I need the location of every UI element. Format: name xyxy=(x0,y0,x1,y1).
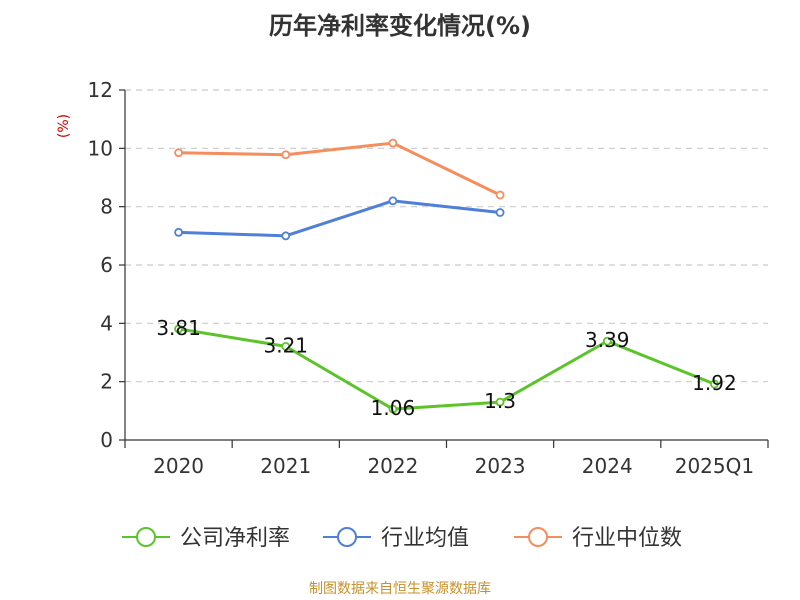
data-point xyxy=(281,231,291,241)
data-labels: 3.81 3.21 1.06 1.3 3.39 1.92 xyxy=(156,316,736,420)
data-point xyxy=(495,208,505,217)
data-point xyxy=(602,336,612,346)
data-label: 3.21 xyxy=(263,333,308,357)
data-point xyxy=(281,341,291,351)
legend-label: 行业中位数 xyxy=(572,526,682,551)
x-tick-label: 2020 xyxy=(153,454,204,478)
legend-marker xyxy=(337,527,357,547)
data-point xyxy=(388,404,398,414)
data-label: 1.3 xyxy=(484,389,516,413)
legend-marker xyxy=(528,527,548,547)
y-tick-label: 12 xyxy=(88,78,113,102)
data-label: 1.06 xyxy=(371,396,416,420)
data-label: 3.39 xyxy=(585,328,630,352)
legend-label: 公司净利率 xyxy=(180,526,290,551)
y-tick-label: 8 xyxy=(100,195,113,219)
data-point xyxy=(388,138,398,148)
data-point xyxy=(174,148,183,158)
grid-lines xyxy=(125,89,768,383)
y-tick-label: 2 xyxy=(100,370,113,394)
x-tick-label: 2022 xyxy=(367,454,418,478)
legend-label: 行业均值 xyxy=(381,526,469,551)
data-point xyxy=(495,190,505,200)
series-line-0 xyxy=(178,327,715,411)
y-tick-label: 10 xyxy=(88,136,113,160)
data-point xyxy=(710,379,719,389)
legend-marker xyxy=(136,527,156,547)
series-line-1 xyxy=(178,199,501,238)
x-tick-label: 2024 xyxy=(582,454,633,478)
x-tick-label: 2021 xyxy=(260,454,311,478)
y-tick-label: 0 xyxy=(100,428,113,452)
x-tick-label: 2023 xyxy=(475,454,526,478)
legend[interactable]: 公司净利率 行业均值 行业中位数 xyxy=(122,526,682,551)
data-label: 1.92 xyxy=(692,371,737,395)
series-line-2 xyxy=(178,141,501,197)
y-tick-label: 6 xyxy=(100,253,113,277)
data-point xyxy=(495,397,505,407)
data-point xyxy=(281,150,291,160)
data-point xyxy=(174,227,183,237)
axes: 0 2 4 6 8 10 12 2020 2021 2022 2023 2024 2025Q1 (%) xyxy=(56,78,769,478)
data-point xyxy=(388,196,398,206)
data-point xyxy=(174,324,183,334)
y-axis-label: (%) xyxy=(56,114,72,138)
y-tick-label: 4 xyxy=(100,311,113,335)
source-note: 制图数据来自恒生聚源数据库 xyxy=(309,581,491,597)
data-label: 3.81 xyxy=(156,316,201,340)
x-tick-label: 2025Q1 xyxy=(675,454,754,478)
chart-title: 历年净利率变化情况(%) xyxy=(269,12,531,40)
series-lines xyxy=(174,138,719,414)
